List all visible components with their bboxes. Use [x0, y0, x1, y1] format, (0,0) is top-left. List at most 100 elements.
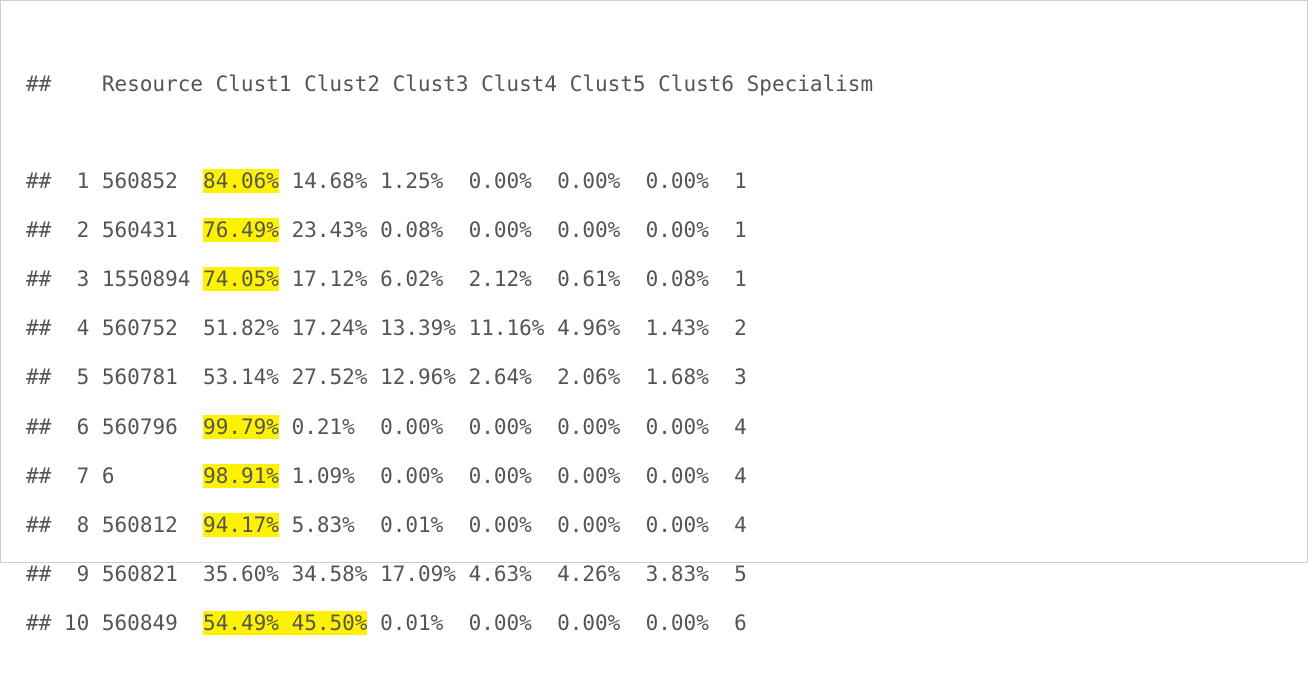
cell-c3: 0.00%: [380, 463, 444, 488]
cell-specialism: 4: [734, 512, 747, 537]
cell-resource: 560752: [101, 316, 178, 341]
cell-specialism: 4: [734, 414, 747, 439]
console-output-frame: ## Resource Clust1 Clust2 Clust3 Clust4 …: [0, 0, 1308, 635]
cell-c5: 4.96%: [557, 316, 621, 341]
cell-resource: 560812: [101, 512, 178, 537]
cell-c3: 12.96%: [380, 365, 456, 390]
cell-c1: 35.60%: [203, 561, 279, 586]
cell-c5: 0.00%: [557, 610, 621, 635]
cell-c2: 14.68%: [291, 169, 368, 194]
cell-resource: 560796: [101, 414, 178, 439]
row-prefix: ##: [26, 267, 77, 292]
row-prefix: ##: [26, 169, 77, 194]
cell-specialism: 6: [734, 610, 747, 635]
cell-c2: 27.52%: [291, 365, 368, 390]
cell-c1: 98.91%: [203, 463, 279, 488]
console-row: ## 4 560752 51.82% 17.24% 13.39% 11.16% …: [26, 304, 873, 353]
row-index: 8: [76, 512, 90, 537]
row-prefix: ##: [26, 512, 77, 537]
row-index: 3: [76, 267, 90, 292]
cell-c2: 45.50%: [291, 610, 368, 635]
cell-resource: 560849: [101, 610, 178, 635]
cell-c2: 23.43%: [291, 218, 368, 243]
cell-specialism: 5: [734, 561, 747, 586]
console-row: ## 9 560821 35.60% 34.58% 17.09% 4.63% 4…: [26, 550, 873, 599]
cell-resource: 560852: [101, 169, 178, 194]
cell-c4: 0.00%: [468, 414, 532, 439]
console-row: ## 8 560812 94.17% 5.83% 0.01% 0.00% 0.0…: [26, 501, 873, 550]
row-index: 6: [76, 414, 90, 439]
cell-c5: 2.06%: [557, 365, 621, 390]
cell-c1: 76.49%: [203, 218, 279, 243]
cell-c4: 0.00%: [468, 512, 532, 537]
cell-c2: 5.83%: [291, 512, 355, 537]
cell-c6: 3.83%: [645, 561, 709, 586]
console-row: ## 1 560852 84.06% 14.68% 1.25% 0.00% 0.…: [26, 157, 873, 206]
row-index: 4: [76, 316, 90, 341]
cell-c4: 4.63%: [468, 561, 532, 586]
cell-c6: 0.00%: [645, 463, 709, 488]
cell-specialism: 2: [734, 316, 747, 341]
cell-c6: 0.00%: [645, 414, 709, 439]
cell-c1: 84.06%: [203, 169, 279, 194]
cell-c5: 4.26%: [557, 561, 621, 586]
cell-c5: 0.00%: [557, 169, 621, 194]
row-index: 2: [76, 218, 90, 243]
cell-resource: 560821: [101, 561, 178, 586]
cell-c6: 0.00%: [645, 512, 709, 537]
cell-c2: 17.12%: [291, 267, 368, 292]
cell-c3: 13.39%: [380, 316, 456, 341]
cell-resource: 560781: [101, 365, 178, 390]
cell-c2: 1.09%: [291, 463, 355, 488]
cell-c5: 0.61%: [557, 267, 621, 292]
cell-c1: 99.79%: [203, 414, 279, 439]
cell-c3: 0.00%: [380, 414, 444, 439]
cell-c3: 0.01%: [380, 610, 444, 635]
row-prefix: ##: [26, 218, 77, 243]
row-prefix: ##: [26, 463, 77, 488]
cell-c1: 53.14%: [203, 365, 279, 390]
console-row: ## 2 560431 76.49% 23.43% 0.08% 0.00% 0.…: [26, 206, 873, 255]
cell-c6: 0.00%: [645, 218, 709, 243]
cell-c4: 2.12%: [468, 267, 532, 292]
console-rows: ## 1 560852 84.06% 14.68% 1.25% 0.00% 0.…: [26, 157, 873, 648]
cell-c1: 54.49%: [203, 610, 279, 635]
cell-specialism: 1: [734, 218, 747, 243]
console-row: ## 3 1550894 74.05% 17.12% 6.02% 2.12% 0…: [26, 255, 873, 304]
cell-c6: 1.68%: [645, 365, 709, 390]
cell-resource: 560431: [101, 218, 178, 243]
console-row: ## 7 6 98.91% 1.09% 0.00% 0.00% 0.00% 0.…: [26, 452, 873, 501]
cell-resource: 1550894: [101, 267, 191, 292]
cell-c3: 0.01%: [380, 512, 444, 537]
cell-c6: 0.00%: [645, 610, 709, 635]
console-row: ## 6 560796 99.79% 0.21% 0.00% 0.00% 0.0…: [26, 403, 873, 452]
console-row: ## 10 560849 54.49% 45.50% 0.01% 0.00% 0…: [26, 599, 873, 648]
cell-c2: 0.21%: [291, 414, 355, 439]
cell-c3: 17.09%: [380, 561, 456, 586]
cell-c6: 1.43%: [645, 316, 709, 341]
cell-c4: 11.16%: [468, 316, 545, 341]
cell-c4: 0.00%: [468, 610, 532, 635]
row-index: 5: [76, 365, 90, 390]
cell-c3: 6.02%: [380, 267, 444, 292]
row-prefix: ##: [26, 414, 77, 439]
console-row: ## 5 560781 53.14% 27.52% 12.96% 2.64% 2…: [26, 353, 873, 402]
row-prefix: ##: [26, 365, 77, 390]
cell-c1: 94.17%: [203, 512, 279, 537]
cell-c3: 1.25%: [380, 169, 444, 194]
row-prefix: ##: [26, 561, 77, 586]
cell-c3: 0.08%: [380, 218, 444, 243]
row-prefix: ##: [26, 610, 64, 635]
cell-c5: 0.00%: [557, 218, 621, 243]
row-index: 9: [76, 561, 90, 586]
row-index: 7: [76, 463, 90, 488]
cell-resource: 6: [101, 463, 115, 488]
cell-c5: 0.00%: [557, 463, 621, 488]
cell-c5: 0.00%: [557, 414, 621, 439]
console-output: ## Resource Clust1 Clust2 Clust3 Clust4 …: [26, 12, 873, 696]
cell-c5: 0.00%: [557, 512, 621, 537]
row-index: 1: [76, 169, 90, 194]
cell-c4: 0.00%: [468, 463, 532, 488]
cell-specialism: 4: [734, 463, 747, 488]
cell-c1: 51.82%: [203, 316, 279, 341]
